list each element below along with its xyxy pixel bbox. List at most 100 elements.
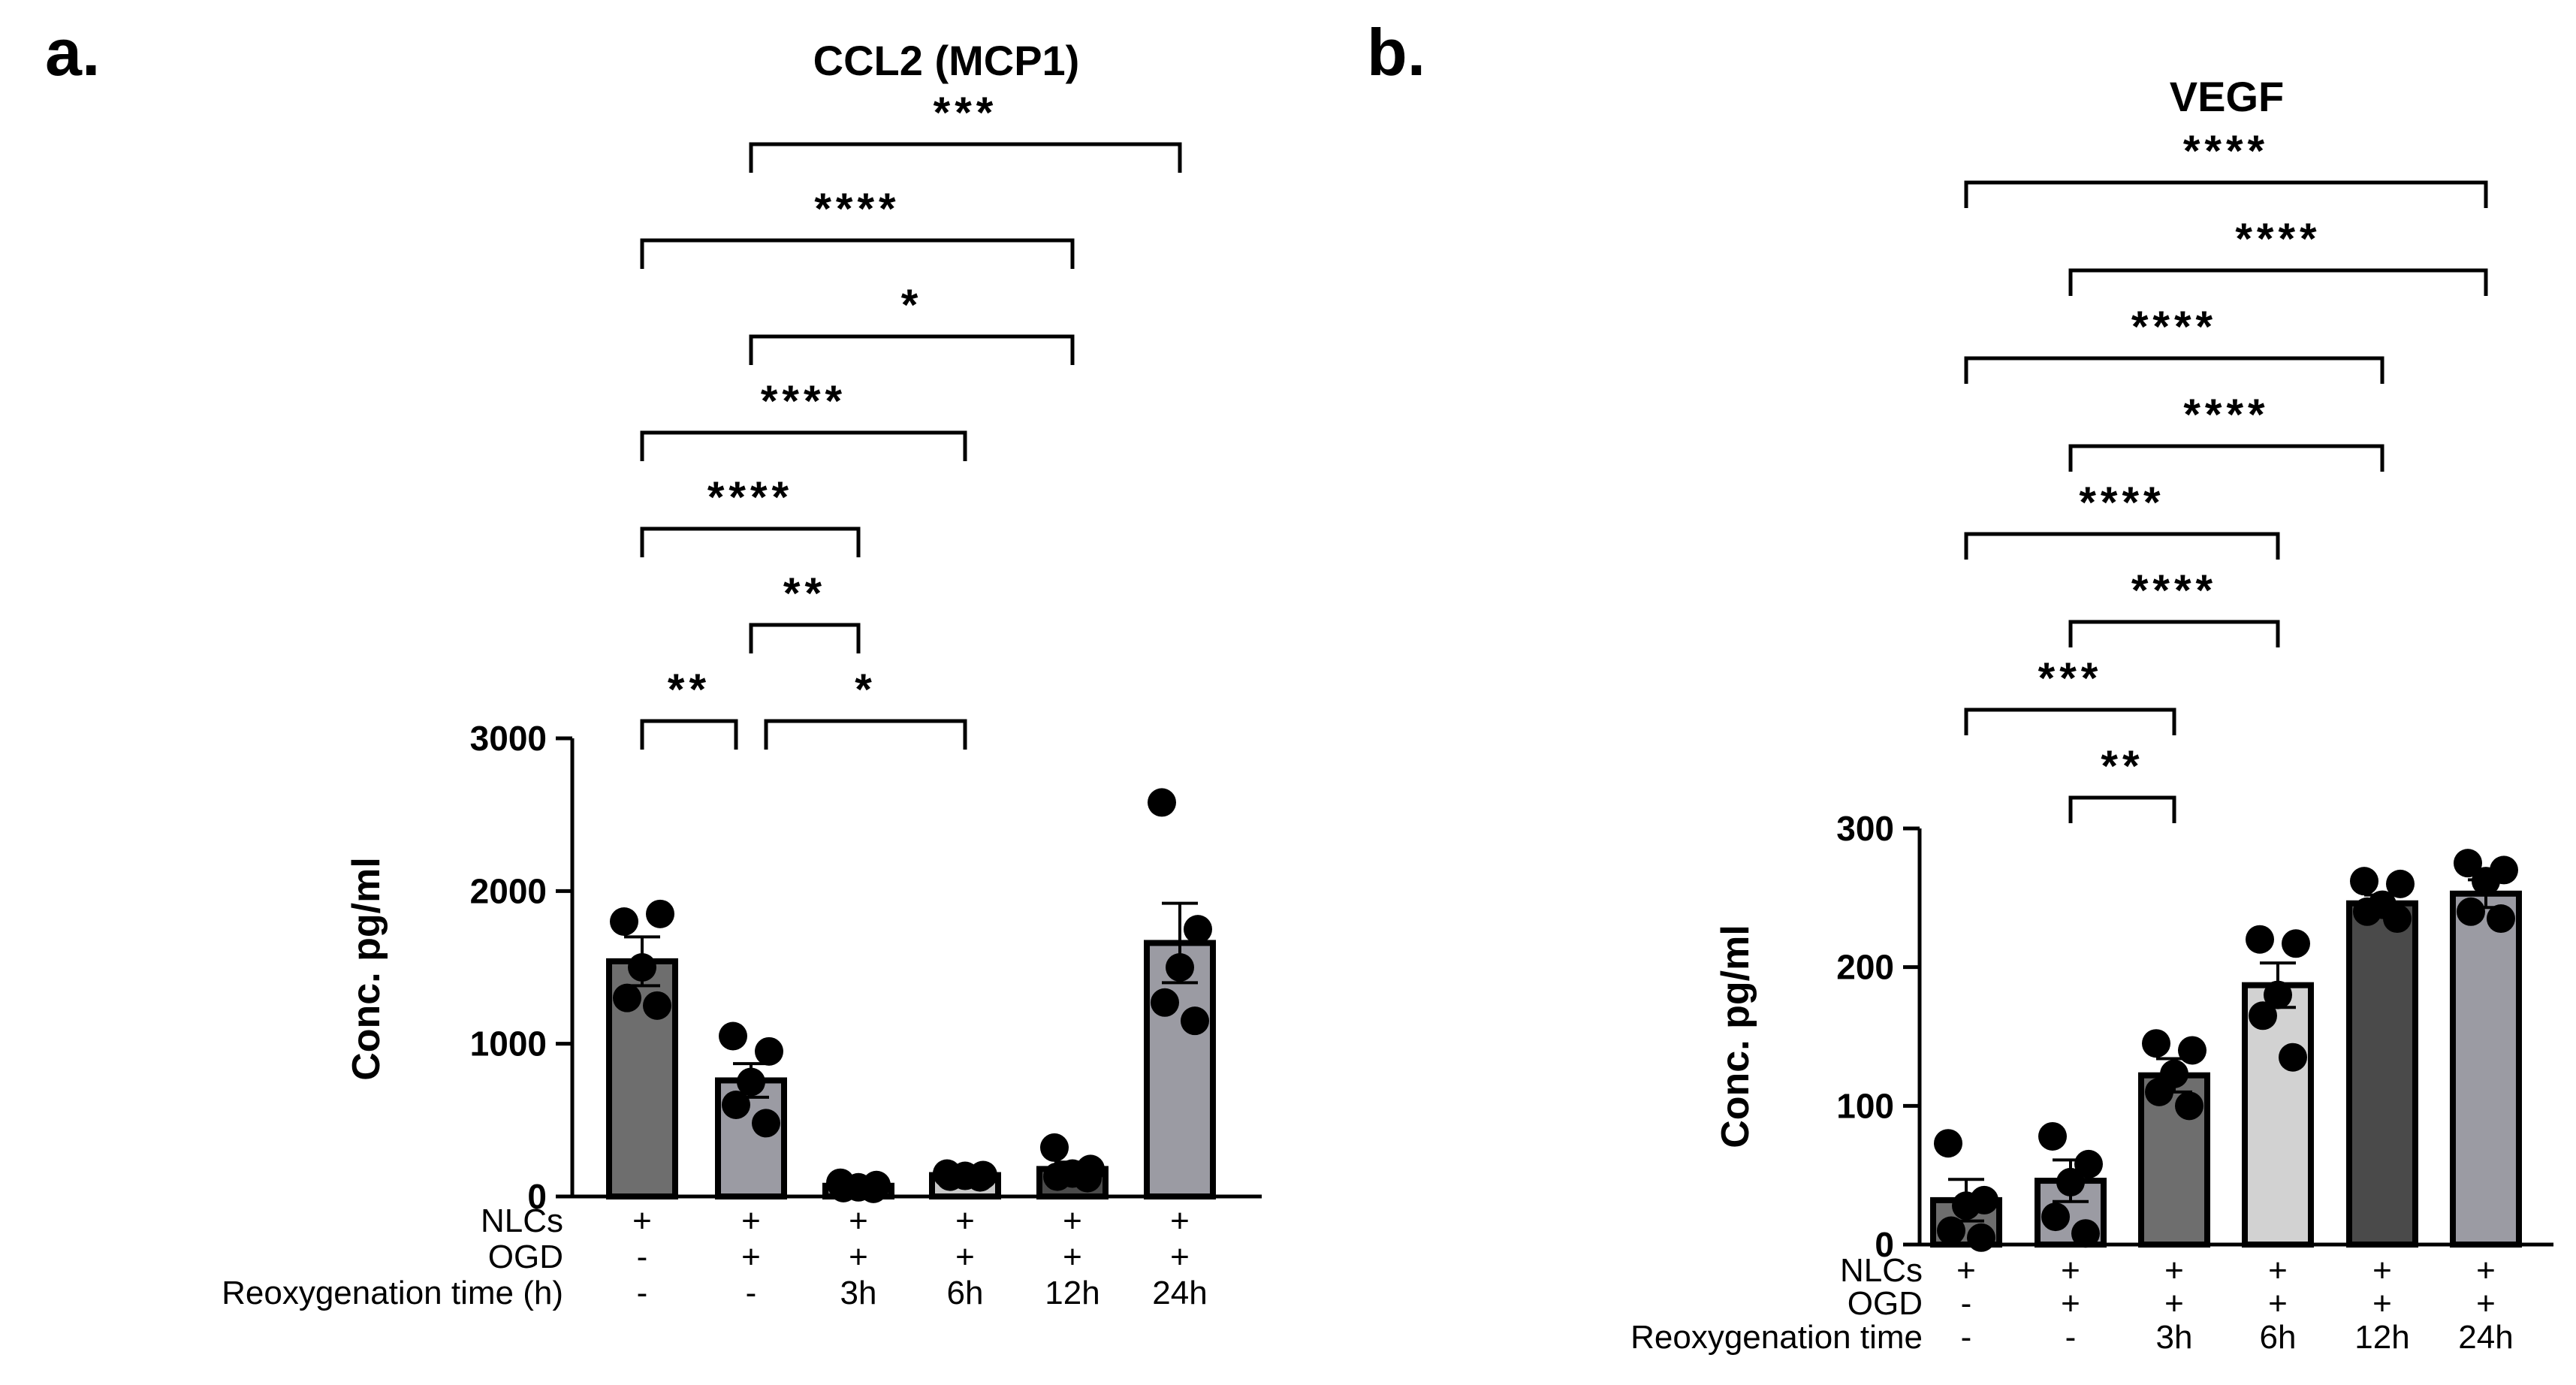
- condition-row-label: NLCs: [481, 1202, 563, 1239]
- data-point: [646, 899, 674, 928]
- significance-label: ****: [2131, 303, 2217, 352]
- data-point: [737, 1067, 765, 1097]
- significance-bracket: [640, 719, 738, 750]
- condition-value: +: [955, 1202, 975, 1239]
- condition-row-label: Reoxygenation time (h): [222, 1275, 563, 1311]
- significance-bracket: [749, 623, 861, 653]
- data-point: [2487, 904, 2515, 934]
- significance-label: ***: [934, 89, 998, 137]
- condition-value: +: [741, 1239, 761, 1275]
- chart-title: VEGF: [2170, 73, 2284, 120]
- data-point: [2178, 1036, 2206, 1065]
- data-point: [1967, 1223, 1995, 1252]
- data-point: [2279, 1043, 2307, 1072]
- condition-row-label: NLCs: [1840, 1252, 1923, 1289]
- condition-value: 6h: [2260, 1319, 2297, 1356]
- data-point: [2350, 867, 2378, 896]
- data-point: [2041, 1202, 2070, 1232]
- condition-value: +: [849, 1239, 868, 1275]
- data-point: [2454, 849, 2482, 878]
- condition-value: +: [2372, 1285, 2392, 1322]
- condition-value: -: [1961, 1319, 1972, 1356]
- condition-value: +: [2268, 1252, 2288, 1289]
- significance-bracket: [2068, 268, 2488, 296]
- significance-bracket: [2068, 795, 2176, 823]
- condition-value: 3h: [840, 1275, 877, 1311]
- y-tick-label: 2000: [470, 871, 547, 910]
- condition-row-label: OGD: [1848, 1285, 1923, 1322]
- data-point: [1937, 1216, 1965, 1245]
- condition-value: 12h: [1045, 1275, 1099, 1311]
- significance-label: *: [855, 665, 876, 714]
- condition-value: 6h: [947, 1275, 984, 1311]
- data-point: [1934, 1129, 1962, 1158]
- significance-bracket: [1964, 532, 2280, 560]
- data-point: [2038, 1121, 2067, 1151]
- significance-bracket: [1964, 180, 2488, 208]
- data-point: [2383, 904, 2412, 934]
- condition-value: -: [1961, 1285, 1972, 1322]
- condition-value: +: [849, 1202, 868, 1239]
- y-tick-label: 1000: [470, 1024, 547, 1064]
- data-point: [610, 907, 638, 936]
- data-point: [1952, 1191, 1980, 1221]
- data-point: [1148, 788, 1176, 817]
- condition-row-label: OGD: [488, 1239, 563, 1275]
- data-point: [2142, 1029, 2170, 1058]
- condition-value: +: [1063, 1239, 1082, 1275]
- data-point: [755, 1036, 783, 1066]
- data-point: [2472, 867, 2500, 896]
- condition-value: +: [2372, 1252, 2392, 1289]
- condition-value: 12h: [2354, 1319, 2409, 1356]
- condition-row-label: Reoxygenation time: [1630, 1319, 1923, 1356]
- significance-label: ****: [2183, 391, 2269, 439]
- data-point: [613, 983, 641, 1012]
- condition-value: -: [746, 1275, 757, 1311]
- condition-value: -: [2065, 1319, 2077, 1356]
- data-point: [2386, 869, 2415, 898]
- significance-label: *: [901, 281, 923, 330]
- condition-value: 24h: [1152, 1275, 1207, 1311]
- significance-label: ****: [2235, 215, 2321, 264]
- y-tick-label: 0: [527, 1177, 547, 1216]
- data-point: [2246, 925, 2274, 954]
- significance-label: ***: [2038, 654, 2103, 703]
- data-point: [752, 1109, 780, 1138]
- condition-value: +: [632, 1202, 652, 1239]
- significance-label: **: [2101, 742, 2143, 791]
- data-point: [2249, 1001, 2277, 1030]
- panel-label: b.: [1367, 15, 1425, 89]
- data-point: [628, 953, 656, 982]
- data-point: [2264, 980, 2292, 1009]
- data-point: [829, 1173, 858, 1202]
- condition-value: +: [1063, 1202, 1082, 1239]
- condition-value: +: [741, 1202, 761, 1239]
- condition-value: +: [1170, 1239, 1190, 1275]
- significance-bracket: [2068, 620, 2280, 647]
- significance-label: ****: [814, 185, 900, 234]
- condition-value: +: [2164, 1252, 2184, 1289]
- condition-value: +: [2476, 1285, 2496, 1322]
- data-point: [859, 1174, 888, 1203]
- data-point: [1166, 953, 1194, 982]
- significance-bracket: [2068, 444, 2384, 472]
- significance-bracket: [749, 334, 1075, 365]
- condition-value: 24h: [2458, 1319, 2513, 1356]
- significance-bracket: [640, 430, 967, 461]
- data-point: [722, 1091, 750, 1119]
- condition-value: +: [2061, 1285, 2080, 1322]
- data-point: [1181, 1006, 1209, 1036]
- significance-label: ****: [2079, 478, 2164, 527]
- y-axis-label: Conc. pg/ml: [1714, 925, 1757, 1148]
- data-point: [2353, 897, 2381, 926]
- data-point: [2457, 897, 2485, 926]
- data-point: [2071, 1219, 2100, 1248]
- significance-label: ****: [2131, 566, 2217, 615]
- significance-label: **: [668, 665, 710, 714]
- y-tick-label: 300: [1836, 809, 1894, 848]
- condition-value: +: [2061, 1252, 2080, 1289]
- significance-label: **: [783, 569, 826, 618]
